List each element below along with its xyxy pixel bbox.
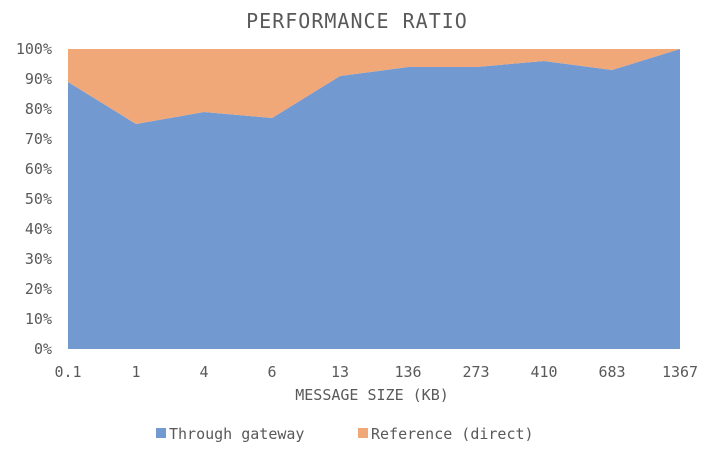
y-axis: 0% 10% 20% 30% 40% 50% 60% 70% 80% 90% 100% bbox=[16, 40, 52, 358]
y-tick-label: 60% bbox=[25, 160, 52, 178]
y-tick-label: 20% bbox=[25, 280, 52, 298]
x-tick-label: 1 bbox=[131, 363, 140, 381]
y-tick-label: 50% bbox=[25, 190, 52, 208]
y-tick-label: 100% bbox=[16, 40, 52, 58]
x-axis-label: MESSAGE SIZE (KB) bbox=[295, 386, 449, 404]
y-tick-label: 70% bbox=[25, 130, 52, 148]
area-series-1 bbox=[68, 49, 680, 124]
x-tick-label: 6 bbox=[267, 363, 276, 381]
x-tick-label: 0.1 bbox=[54, 363, 81, 381]
y-tick-label: 80% bbox=[25, 100, 52, 118]
x-tick-label: 4 bbox=[199, 363, 208, 381]
y-tick-label: 40% bbox=[25, 220, 52, 238]
x-axis: 0.1 1 4 6 13 136 273 410 683 1367 bbox=[54, 363, 698, 381]
legend-swatch-1 bbox=[358, 428, 368, 438]
area-series-0 bbox=[68, 49, 680, 349]
x-tick-label: 13 bbox=[331, 363, 349, 381]
x-tick-label: 273 bbox=[462, 363, 489, 381]
y-tick-label: 30% bbox=[25, 250, 52, 268]
plot-area bbox=[68, 49, 680, 349]
legend: Through gateway Reference (direct) bbox=[156, 425, 534, 443]
x-tick-label: 683 bbox=[598, 363, 625, 381]
y-tick-label: 10% bbox=[25, 310, 52, 328]
legend-label-0: Through gateway bbox=[169, 425, 304, 443]
legend-label-1: Reference (direct) bbox=[371, 425, 534, 443]
y-tick-label: 90% bbox=[25, 70, 52, 88]
x-tick-label: 410 bbox=[530, 363, 557, 381]
x-tick-label: 136 bbox=[394, 363, 421, 381]
x-tick-label: 1367 bbox=[662, 363, 698, 381]
legend-swatch-0 bbox=[156, 428, 166, 438]
chart-title: PERFORMANCE RATIO bbox=[246, 9, 468, 33]
y-tick-label: 0% bbox=[34, 340, 52, 358]
